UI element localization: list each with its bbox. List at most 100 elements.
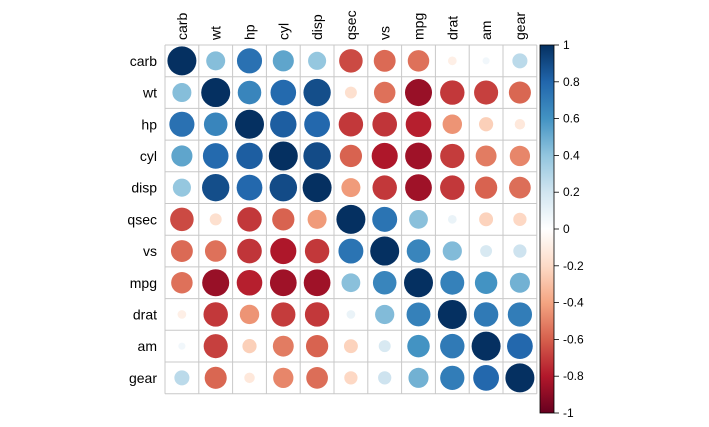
colorbar-gradient xyxy=(539,44,555,414)
corr-circle-vs-vs xyxy=(370,236,400,266)
corr-circle-gear-hp xyxy=(244,372,255,384)
colorbar-tick-label: 0.2 xyxy=(563,185,580,199)
corr-circle-mpg-vs xyxy=(372,270,397,295)
row-label-disp: disp xyxy=(131,180,157,196)
colorbar-tick-label: -0.4 xyxy=(563,296,584,310)
corr-circle-disp-gear xyxy=(509,176,531,199)
corr-circle-hp-qsec xyxy=(338,112,364,137)
corr-circle-gear-carb xyxy=(174,370,190,386)
corr-circle-qsec-cyl xyxy=(272,208,295,231)
corr-circle-carb-mpg xyxy=(407,50,430,72)
row-label-am: am xyxy=(138,338,157,354)
corr-circle-hp-gear xyxy=(514,119,526,130)
corr-circle-drat-vs xyxy=(375,304,395,325)
corr-circle-vs-disp xyxy=(304,238,330,264)
corr-circle-gear-wt xyxy=(204,366,227,389)
corr-circle-cyl-wt xyxy=(202,143,229,169)
corr-circle-hp-wt xyxy=(203,112,228,137)
corr-circle-wt-wt xyxy=(201,78,231,108)
colorbar-tick-label: -0.6 xyxy=(563,332,584,346)
corr-circle-drat-carb xyxy=(177,310,187,319)
corr-circle-wt-mpg xyxy=(404,79,433,107)
corr-circle-gear-cyl xyxy=(273,367,294,388)
corr-circle-cyl-disp xyxy=(303,142,331,170)
corr-circle-hp-disp xyxy=(304,111,330,138)
colorbar-tick-label: 1 xyxy=(563,38,570,52)
corr-circle-am-qsec xyxy=(343,339,358,354)
corr-circle-mpg-mpg xyxy=(404,268,433,298)
corr-circle-am-vs xyxy=(378,340,391,353)
corr-circle-carb-cyl xyxy=(272,50,294,72)
corr-circle-qsec-vs xyxy=(372,206,398,232)
corr-circle-qsec-disp xyxy=(307,209,327,229)
row-label-cyl: cyl xyxy=(140,148,157,164)
colorbar-tick-label: 0.4 xyxy=(563,148,580,162)
corr-circle-mpg-wt xyxy=(202,269,230,297)
corr-circle-vs-hp xyxy=(237,238,262,264)
col-label-qsec: qsec xyxy=(343,10,359,40)
corr-circle-mpg-hp xyxy=(236,269,263,296)
corr-circle-carb-carb xyxy=(167,46,197,76)
corr-circle-vs-am xyxy=(480,245,493,258)
grid xyxy=(164,44,538,395)
corr-circle-hp-carb xyxy=(169,111,195,137)
corr-circle-hp-hp xyxy=(235,109,264,139)
colorbar: 1 0.8 0.6 0.4 0.2 0 -0.2 -0.4 -0.6 -0.8 -1 xyxy=(539,38,584,420)
corr-circle-am-wt xyxy=(203,334,228,359)
corr-circle-drat-disp xyxy=(304,302,330,327)
colorbar-tick-label: -0.2 xyxy=(563,259,584,273)
corr-circle-qsec-qsec xyxy=(336,204,366,234)
col-label-hp: hp xyxy=(242,24,258,40)
corr-circle-hp-mpg xyxy=(405,111,432,138)
corr-circle-wt-drat xyxy=(440,80,465,105)
corr-circle-drat-cyl xyxy=(271,302,296,327)
corr-circle-am-mpg xyxy=(407,334,430,358)
corr-circle-qsec-gear xyxy=(513,212,527,226)
corr-circle-vs-gear xyxy=(513,244,527,258)
corr-circle-wt-carb xyxy=(172,83,192,103)
corr-circle-vs-drat xyxy=(442,241,462,261)
corr-circle-wt-vs xyxy=(373,81,396,104)
row-labels: carb wt hp cyl disp qsec vs mpg drat am gear xyxy=(127,53,157,386)
corr-circle-hp-drat xyxy=(442,114,463,134)
corr-circle-carb-gear xyxy=(512,53,528,69)
corr-circle-disp-hp xyxy=(236,174,263,201)
corr-circle-carb-hp xyxy=(236,48,263,74)
corr-circle-vs-carb xyxy=(170,240,193,262)
corr-circle-hp-am xyxy=(478,117,494,132)
corr-circle-qsec-am xyxy=(479,212,494,227)
corr-circle-cyl-cyl xyxy=(268,141,298,171)
corr-circle-cyl-hp xyxy=(236,142,263,170)
corr-circle-disp-cyl xyxy=(269,173,298,202)
corr-circle-gear-gear xyxy=(505,363,535,393)
corr-circle-cyl-drat xyxy=(440,143,465,169)
colorbar-tick-label: 0 xyxy=(563,222,570,236)
col-label-drat: drat xyxy=(444,16,460,40)
corr-circle-wt-gear xyxy=(508,81,531,104)
corr-circle-vs-qsec xyxy=(338,238,364,264)
colorbar-tick-label: -1 xyxy=(563,406,574,420)
row-label-hp: hp xyxy=(141,116,157,132)
corr-circle-mpg-drat xyxy=(440,270,465,295)
corr-circle-mpg-qsec xyxy=(341,273,361,293)
corr-circle-am-carb xyxy=(178,342,186,350)
corr-circle-am-gear xyxy=(507,333,533,360)
corr-circle-vs-cyl xyxy=(270,238,297,265)
corr-circle-carb-drat xyxy=(447,56,457,66)
corr-circle-am-disp xyxy=(305,335,329,358)
corr-circle-hp-cyl xyxy=(270,111,297,138)
corr-circle-vs-wt xyxy=(204,240,227,262)
col-label-carb: carb xyxy=(174,13,190,40)
corr-circle-gear-am xyxy=(473,364,499,391)
corr-circle-gear-disp xyxy=(306,366,328,389)
colorbar-tick-label: 0.8 xyxy=(563,75,580,89)
corr-circle-drat-am xyxy=(473,302,499,327)
corr-circle-mpg-am xyxy=(474,271,498,294)
corr-circle-drat-drat xyxy=(437,299,467,329)
corr-circle-cyl-mpg xyxy=(405,142,432,170)
corr-circle-qsec-carb xyxy=(170,207,194,232)
corr-circle-carb-vs xyxy=(373,49,396,72)
corr-circle-cyl-carb xyxy=(171,145,193,167)
corr-circle-disp-mpg xyxy=(405,174,432,202)
corr-circle-am-hp xyxy=(242,339,257,354)
